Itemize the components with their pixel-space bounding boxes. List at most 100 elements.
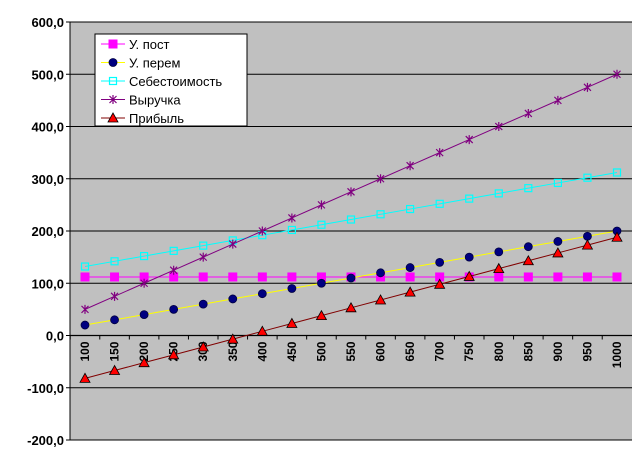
data-point (317, 278, 326, 288)
y-tick-label: 500,0 (31, 67, 64, 82)
data-point (347, 187, 355, 197)
series-2 (80, 226, 622, 330)
data-point (553, 178, 562, 188)
data-point (228, 294, 238, 304)
data-point (406, 161, 415, 171)
data-point (257, 272, 267, 282)
x-tick-label: 850 (521, 341, 535, 361)
y-tick-label: 600,0 (31, 15, 64, 30)
data-point (140, 251, 149, 261)
data-point (464, 252, 474, 262)
data-point (613, 69, 621, 79)
data-point (374, 294, 387, 305)
data-point (435, 257, 445, 267)
data-point (287, 272, 297, 282)
legend-item: Себестоимость (101, 74, 222, 89)
data-point (110, 272, 120, 282)
legend-item: У. пост (101, 37, 170, 52)
data-point (433, 278, 446, 289)
data-point (80, 272, 90, 282)
series-5 (79, 231, 623, 383)
legend-marker (108, 76, 118, 86)
data-point (405, 272, 415, 282)
data-point (612, 272, 622, 282)
data-point (376, 174, 385, 184)
legend-box (94, 33, 248, 127)
data-point (228, 239, 237, 249)
legend-marker (109, 95, 117, 104)
data-point (346, 273, 356, 283)
data-point (138, 356, 150, 368)
legend-label: Выручка (129, 93, 181, 108)
data-point (463, 270, 475, 281)
data-point (346, 215, 356, 224)
x-tick-label: 550 (344, 341, 358, 361)
y-tick-label: 200,0 (31, 224, 64, 239)
data-point (197, 341, 209, 352)
data-point (552, 247, 564, 258)
data-point (523, 242, 533, 252)
data-point (167, 349, 180, 360)
data-point (435, 199, 444, 208)
data-point (80, 320, 90, 330)
data-point (611, 231, 623, 242)
x-tick-label: 150 (108, 341, 122, 361)
data-point (315, 309, 328, 321)
data-point (169, 265, 178, 275)
data-point (465, 194, 474, 203)
data-point (227, 333, 239, 344)
y-tick-label: 400,0 (31, 120, 64, 135)
data-point (228, 272, 238, 282)
data-point (198, 272, 208, 282)
y-tick-label: 300,0 (31, 172, 64, 187)
series-4 (81, 69, 621, 314)
data-point (79, 372, 91, 383)
data-point (110, 257, 119, 266)
x-tick-label: 900 (551, 341, 565, 361)
data-point (524, 184, 533, 193)
data-point (108, 364, 121, 375)
data-point (287, 213, 296, 223)
data-point (465, 135, 474, 145)
legend-marker (108, 58, 118, 67)
data-point (376, 210, 385, 219)
y-axis-ticks: -200,0 -100,0 0,0 100,0 200,0 300,0 400,0 500,0… (27, 15, 70, 448)
data-point (524, 108, 533, 118)
x-tick-label: 950 (580, 341, 594, 361)
data-point (493, 262, 505, 274)
data-point (404, 286, 416, 297)
y-tick-label: 0,0 (46, 329, 64, 344)
y-tick-label: 100,0 (31, 276, 64, 291)
data-point (553, 237, 563, 246)
x-tick-label: 1000 (610, 341, 624, 368)
data-point (494, 122, 503, 131)
data-point (317, 220, 326, 229)
data-point (81, 304, 89, 314)
data-point (286, 317, 298, 328)
data-point (258, 226, 267, 236)
data-point (494, 189, 503, 198)
data-point (583, 231, 592, 241)
data-point (169, 246, 178, 255)
legend-label: У. перем (129, 56, 180, 71)
data-point (522, 254, 535, 266)
data-point (345, 301, 357, 313)
y-tick-label: -200,0 (27, 433, 64, 448)
legend-item: Прибыль (101, 111, 184, 126)
x-tick-label: 800 (492, 341, 506, 361)
data-point (553, 95, 562, 105)
legend-marker (108, 39, 118, 49)
legend-item: Выручка (101, 93, 181, 108)
legend-label: Прибыль (129, 111, 184, 126)
x-axis-ticks: 1001502002503003504004505005506006507007… (69, 335, 624, 368)
data-point (140, 278, 149, 288)
x-tick-label: 100 (78, 341, 92, 361)
data-point (169, 304, 179, 314)
legend-item: У. перем (101, 56, 180, 71)
data-point (582, 272, 592, 282)
x-tick-label: 650 (403, 341, 417, 361)
data-point (581, 239, 594, 250)
legend-marker (107, 112, 119, 123)
x-tick-label: 200 (137, 341, 151, 361)
